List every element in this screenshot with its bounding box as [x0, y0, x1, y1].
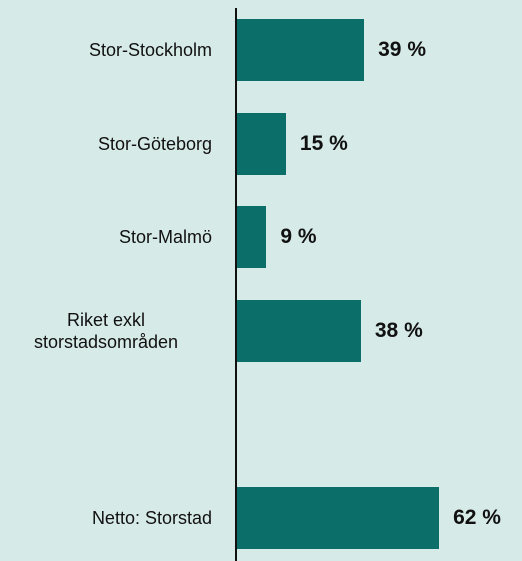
value-label: 39 %	[378, 38, 426, 61]
value-label: 38 %	[374, 318, 423, 342]
bar	[237, 19, 365, 81]
category-label: Stor-Göteborg	[97, 133, 212, 154]
bar	[237, 206, 267, 269]
category-axis	[235, 8, 237, 561]
category-label: Netto: Storstad	[91, 508, 212, 528]
value-label: 15 %	[299, 131, 348, 155]
value-label: 62 %	[453, 506, 501, 529]
category-label: Stor-Malmö	[118, 227, 212, 248]
category-label: Stor-Stockholm	[88, 40, 212, 60]
bar	[237, 487, 440, 549]
value-label: 9 %	[280, 225, 317, 249]
category-label: Riket exkl storstadsområden	[33, 309, 179, 352]
bar	[237, 112, 286, 175]
bar	[237, 299, 361, 362]
